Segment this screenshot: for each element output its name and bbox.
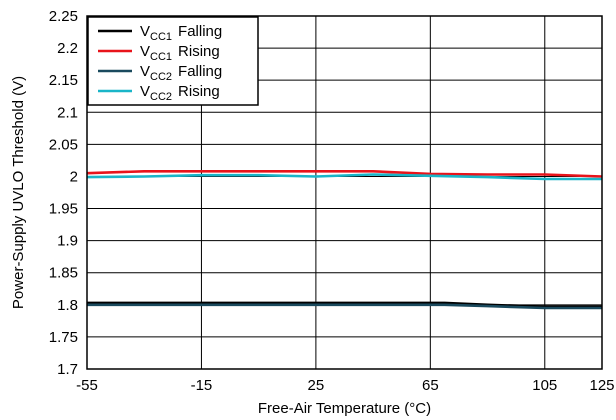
y-tick-label: 2.15 bbox=[49, 72, 78, 89]
y-tick-label: 1.7 bbox=[57, 361, 78, 378]
x-axis-title: Free-Air Temperature (°C) bbox=[258, 400, 431, 417]
y-tick-label: 1.9 bbox=[57, 233, 78, 250]
y-tick-label: 2.05 bbox=[49, 136, 78, 153]
y-tick-label: 1.8 bbox=[57, 297, 78, 314]
series-line-cc1-rising bbox=[86, 170, 603, 178]
x-axis-ticks: -55 -15 25 65 105 125 bbox=[76, 377, 614, 394]
x-tick-label: -15 bbox=[191, 377, 213, 394]
y-tick-label: 1.85 bbox=[49, 265, 78, 282]
x-tick-label: 25 bbox=[308, 377, 325, 394]
legend-label: VCC1 Falling bbox=[140, 23, 222, 43]
series-line-cc2-rising bbox=[86, 173, 602, 181]
series-lines bbox=[86, 170, 603, 310]
legend-label: VCC1 Rising bbox=[140, 43, 220, 63]
y-tick-label: 2.25 bbox=[49, 8, 78, 25]
series-line-cc2-falling bbox=[87, 303, 602, 310]
y-axis-title: Power-Supply UVLO Threshold (V) bbox=[10, 76, 27, 309]
x-tick-label: 105 bbox=[532, 377, 557, 394]
y-tick-label: 2.2 bbox=[57, 40, 78, 57]
plot-frame bbox=[86, 15, 603, 370]
legend-label: VCC2 Falling bbox=[140, 63, 222, 83]
x-tick-label: 125 bbox=[589, 377, 614, 394]
y-tick-label: 1.95 bbox=[49, 201, 78, 218]
x-tick-label: 65 bbox=[422, 377, 439, 394]
y-tick-label: 2 bbox=[70, 168, 78, 185]
y-axis-ticks: 1.7 1.75 1.8 1.85 1.9 1.95 2 2.05 2.1 2.15 2.2 2.25 bbox=[49, 8, 78, 378]
legend-label: VCC2 Rising bbox=[140, 83, 220, 103]
y-tick-label: 2.1 bbox=[57, 104, 78, 121]
y-tick-label: 1.75 bbox=[49, 329, 78, 346]
x-tick-label: -55 bbox=[76, 377, 98, 394]
